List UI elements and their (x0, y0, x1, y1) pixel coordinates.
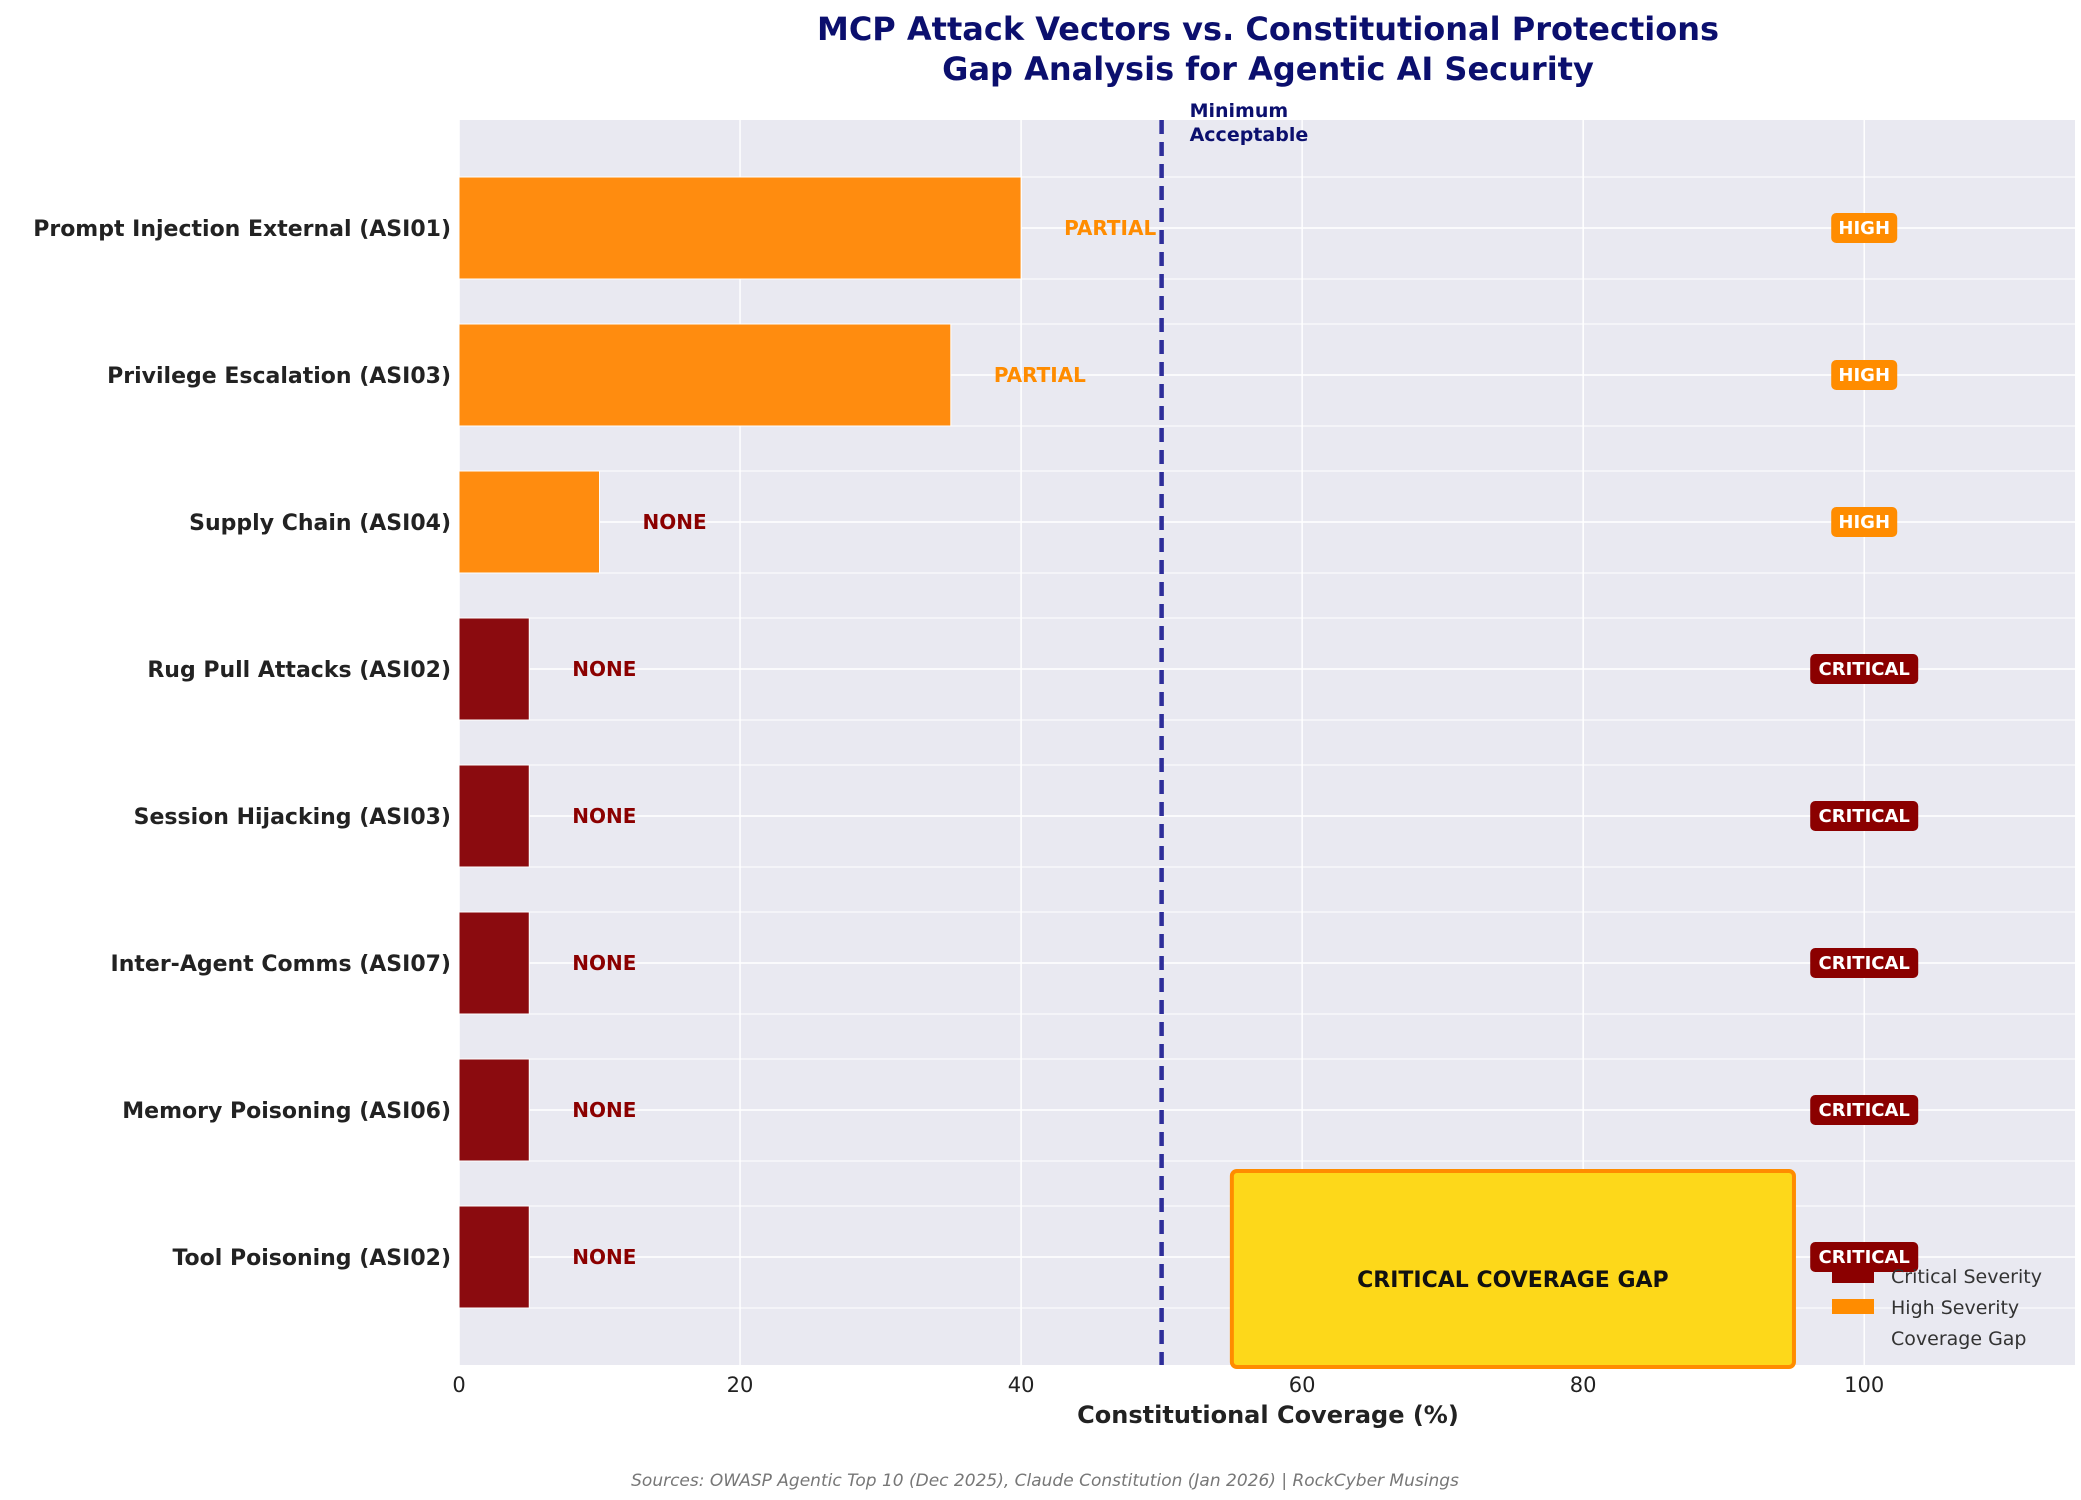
x-tick-label: 20 (727, 1373, 754, 1397)
chart-title: MCP Attack Vectors vs. Constitutional Pr… (817, 10, 1719, 48)
bar (458, 764, 530, 868)
severity-badge (1810, 1242, 1919, 1272)
chart-subtitle: Gap Analysis for Agentic AI Security (942, 50, 1594, 88)
y-tick-label: Session Hijacking (ASI03) (134, 805, 451, 830)
legend-swatch (1832, 1299, 1874, 1314)
status-label: NONE (572, 804, 636, 828)
status-label: NONE (572, 1245, 636, 1269)
severity-badge (1831, 213, 1898, 243)
severity-badge-text: CRITICAL (1819, 806, 1910, 827)
severity-badge-text: CRITICAL (1819, 1100, 1910, 1121)
x-tick-label: 0 (452, 1373, 465, 1397)
severity-badge-text: CRITICAL (1819, 659, 1910, 680)
status-label: NONE (572, 951, 636, 975)
severity-badge (1831, 360, 1898, 390)
status-label: NONE (572, 657, 636, 681)
y-tick-label: Privilege Escalation (ASI03) (107, 364, 451, 389)
y-tick-label: Inter-Agent Comms (ASI07) (111, 952, 451, 977)
x-tick-label: 60 (1289, 1373, 1316, 1397)
x-tick-label: 80 (1570, 1373, 1597, 1397)
severity-badge (1810, 1095, 1919, 1125)
bar (458, 1205, 530, 1309)
severity-badge-text: HIGH (1838, 512, 1890, 533)
legend-swatch (1832, 1268, 1874, 1283)
coverage-gap-box (1229, 1169, 1796, 1369)
source-note: Sources: OWASP Agentic Top 10 (Dec 2025)… (631, 1471, 1459, 1491)
bar (458, 470, 601, 574)
x-tick-label: 100 (1844, 1373, 1884, 1397)
threshold-label: Minimum (1190, 100, 1289, 122)
bar (458, 176, 1022, 280)
coverage-gap-label: CRITICAL COVERAGE GAP (1357, 1268, 1669, 1293)
bar (458, 911, 530, 1015)
bar (458, 1058, 530, 1162)
x-axis: 0 20 40 60 80 100 (452, 1373, 1884, 1397)
legend-entry: High Severity (1891, 1297, 2019, 1319)
threshold-label: Acceptable (1190, 124, 1309, 146)
severity-badge (1831, 507, 1898, 537)
status-label: PARTIAL (1064, 216, 1156, 240)
severity-badge-text: HIGH (1838, 365, 1890, 386)
legend-entry: Coverage Gap (1891, 1328, 2027, 1350)
y-tick-label: Memory Poisoning (ASI06) (122, 1099, 451, 1124)
y-tick-label: Prompt Injection External (ASI01) (33, 217, 451, 242)
bars (458, 176, 1022, 1309)
coverage-gap-region: CRITICAL COVERAGE GAP (1229, 1169, 1796, 1369)
severity-badge (1810, 654, 1919, 684)
y-tick-label: Supply Chain (ASI04) (189, 511, 451, 536)
x-tick-label: 40 (1008, 1373, 1035, 1397)
status-label: NONE (572, 1098, 636, 1122)
bar (458, 323, 952, 427)
severity-badge-text: CRITICAL (1819, 953, 1910, 974)
severity-badge-text: CRITICAL (1819, 1247, 1910, 1268)
legend-entry: Critical Severity (1891, 1266, 2042, 1288)
status-label: PARTIAL (994, 363, 1086, 387)
y-tick-label: Rug Pull Attacks (ASI02) (147, 658, 451, 683)
severity-badge-text: HIGH (1838, 218, 1890, 239)
severity-badge (1810, 948, 1919, 978)
labels: Prompt Injection External (ASI01) Privile… (33, 213, 1919, 1272)
legend: Critical Severity High Severity Coverage G… (1832, 1266, 2042, 1350)
y-tick-label: Tool Poisoning (ASI02) (172, 1246, 451, 1271)
severity-badge (1810, 801, 1919, 831)
status-label: NONE (643, 510, 707, 534)
bar (458, 617, 530, 721)
x-axis-label: Constitutional Coverage (%) (1077, 1401, 1459, 1429)
